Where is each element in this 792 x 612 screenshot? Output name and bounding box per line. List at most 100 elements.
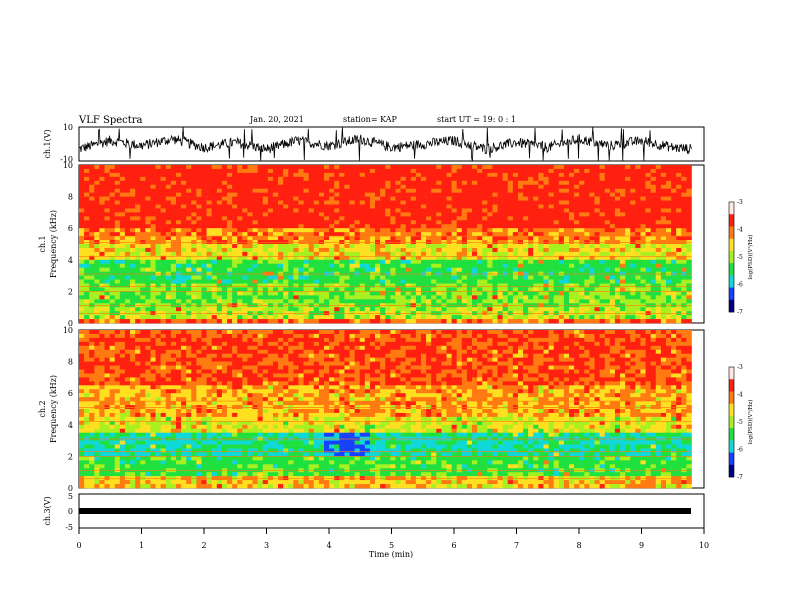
spectrogram-cell bbox=[441, 200, 447, 205]
spectrogram-cell bbox=[247, 168, 253, 174]
spectrogram-cell bbox=[175, 204, 182, 209]
spectrogram-cell bbox=[247, 319, 253, 324]
spectrogram-cell bbox=[446, 315, 452, 320]
spectrogram-cell bbox=[589, 275, 595, 280]
spectrogram-cell bbox=[410, 315, 417, 320]
spectrogram-cell bbox=[385, 255, 391, 261]
spectrogram-cell bbox=[186, 228, 192, 233]
spectrogram-cell bbox=[175, 291, 182, 296]
spectrogram-cell bbox=[329, 216, 335, 221]
spectrogram-cell bbox=[594, 295, 600, 300]
spectrogram-cell bbox=[211, 283, 218, 288]
spectrogram-cell bbox=[665, 216, 672, 221]
spectrogram-cell bbox=[645, 319, 651, 324]
spectrogram-cell bbox=[517, 236, 524, 241]
ch1-waveform-panel: 10 -10 ch.1(V) bbox=[43, 123, 705, 164]
spectrogram-cell bbox=[84, 192, 90, 197]
spectrogram-cell bbox=[216, 232, 223, 237]
spectrogram-cell bbox=[599, 212, 606, 217]
spectrogram-cell bbox=[175, 255, 182, 261]
spectrogram-cell bbox=[201, 220, 207, 225]
spectrogram-cell bbox=[288, 295, 294, 300]
spectrogram-cell bbox=[272, 251, 279, 257]
spectrogram-cell bbox=[533, 176, 539, 182]
spectrogram-cell bbox=[655, 224, 662, 229]
spectrogram-cell bbox=[446, 168, 452, 174]
spectrogram-cell bbox=[89, 279, 95, 284]
spectrogram-cell bbox=[640, 259, 646, 265]
spectrogram-cell bbox=[150, 236, 156, 241]
spectrogram-cell bbox=[635, 315, 641, 320]
spectrogram-cell bbox=[303, 295, 309, 300]
spectrogram-cell bbox=[472, 275, 478, 280]
spectrogram-cell bbox=[308, 287, 315, 292]
spectrogram-cell bbox=[262, 255, 269, 261]
spectrogram-cell bbox=[523, 299, 529, 304]
spectrogram-cell bbox=[579, 168, 585, 174]
spectrogram-cell bbox=[349, 244, 355, 249]
spectrogram-cell bbox=[456, 196, 463, 201]
spectrogram-cell bbox=[415, 251, 422, 257]
spectrogram-cell bbox=[420, 212, 427, 217]
spectrogram-cell bbox=[451, 192, 457, 197]
spectrogram-cell bbox=[252, 224, 258, 229]
spectrogram-cell bbox=[124, 251, 131, 257]
spectrogram-cell bbox=[109, 228, 116, 233]
spectrogram-cell bbox=[339, 224, 345, 229]
spectrogram-cell bbox=[313, 180, 320, 186]
spectrogram-cell bbox=[318, 295, 325, 300]
spectrogram-cell bbox=[523, 228, 529, 233]
spectrogram-cell bbox=[186, 315, 192, 320]
spectrogram-cell bbox=[232, 319, 238, 324]
spectrogram-cell bbox=[119, 236, 126, 241]
spectrogram-cell bbox=[109, 299, 116, 304]
spectrogram-cell bbox=[165, 184, 172, 189]
spectrogram-cell bbox=[512, 319, 519, 324]
spectrogram-cell bbox=[191, 267, 197, 272]
spectrogram-cell bbox=[191, 228, 197, 233]
spectrogram-cell bbox=[252, 299, 258, 304]
spectrogram-cell bbox=[431, 319, 437, 324]
spectrogram-cell bbox=[267, 188, 274, 193]
spectrogram-cell bbox=[181, 279, 187, 284]
spectrogram-cell bbox=[609, 200, 616, 205]
spectrogram-cell bbox=[553, 251, 560, 257]
spectrogram-cell bbox=[681, 319, 687, 324]
spectrogram-cell bbox=[196, 315, 202, 320]
spectrogram-cell bbox=[354, 244, 361, 249]
spectrogram-cell bbox=[482, 295, 488, 300]
spectrogram-cell bbox=[308, 247, 315, 253]
spectrogram-cell bbox=[614, 232, 621, 237]
spectrogram-cell bbox=[676, 180, 682, 186]
spectrogram-cell bbox=[676, 259, 682, 265]
spectrogram-cell bbox=[635, 168, 641, 174]
spectrogram-cell bbox=[252, 275, 258, 280]
spectrogram-cell bbox=[635, 283, 641, 288]
spectrogram-cell bbox=[574, 220, 580, 225]
spectrogram-cell bbox=[390, 216, 396, 221]
spectrogram-cell bbox=[181, 204, 187, 209]
spectrogram-cell bbox=[94, 263, 100, 268]
spectrogram-cell bbox=[84, 196, 90, 201]
spectrogram-cell bbox=[114, 267, 121, 272]
spectrogram-cell bbox=[650, 279, 657, 284]
spectrogram-cell bbox=[186, 295, 192, 300]
spectrogram-cell bbox=[84, 275, 90, 280]
spectrogram-cell bbox=[594, 204, 600, 209]
spectrogram-cell bbox=[477, 267, 483, 272]
spectrogram-cell bbox=[599, 204, 606, 209]
spectrogram-cell bbox=[155, 172, 161, 178]
spectrogram-cell bbox=[257, 255, 264, 261]
spectrogram-cell bbox=[313, 208, 320, 213]
spectrogram-cell bbox=[262, 279, 269, 284]
spectrogram-cell bbox=[334, 307, 340, 312]
spectrogram-cell bbox=[640, 307, 646, 312]
spectrogram-cell bbox=[446, 255, 452, 261]
spectrogram-cell bbox=[89, 484, 95, 489]
spectrogram-cell bbox=[563, 275, 570, 280]
spectrogram-cell bbox=[175, 279, 182, 284]
spectrogram-cell bbox=[104, 192, 110, 197]
spectrogram-cell bbox=[609, 220, 616, 225]
spectrogram-cell bbox=[114, 232, 121, 237]
